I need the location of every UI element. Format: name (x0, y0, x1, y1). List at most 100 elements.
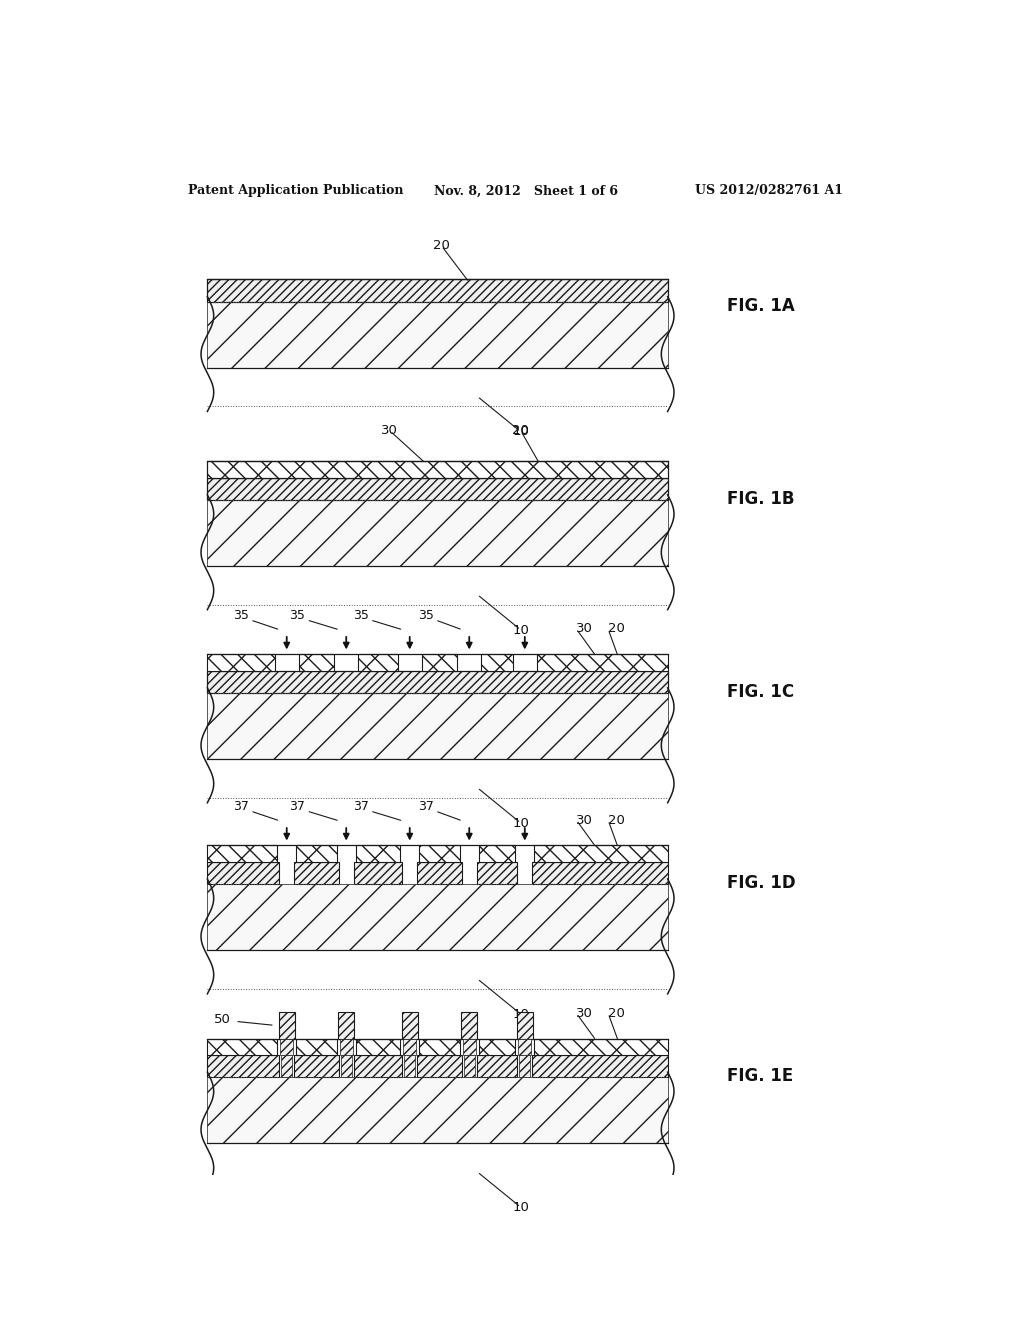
Bar (207, 500, 668, 566)
Bar (207, 302, 668, 368)
Bar (207, 862, 280, 884)
Bar (535, 846, 668, 862)
Bar (479, 1039, 515, 1055)
Text: FIG. 1B: FIG. 1B (727, 490, 795, 508)
Bar (207, 280, 668, 302)
Bar (419, 1039, 460, 1055)
Bar (479, 846, 515, 862)
Bar (422, 655, 458, 671)
Text: 37: 37 (352, 800, 369, 813)
Bar (461, 1012, 477, 1039)
Text: 37: 37 (232, 800, 249, 813)
Text: FIG. 1E: FIG. 1E (727, 1067, 794, 1085)
Bar (207, 566, 668, 605)
Text: 30: 30 (382, 424, 398, 437)
Bar (419, 846, 460, 862)
Bar (419, 846, 460, 862)
Text: 10: 10 (512, 425, 529, 438)
Text: 30: 30 (577, 813, 593, 826)
Bar (207, 655, 274, 671)
Text: 10: 10 (512, 623, 529, 636)
Bar (207, 884, 668, 950)
Text: 20: 20 (433, 239, 450, 252)
Bar (299, 655, 334, 671)
Bar (479, 1039, 515, 1055)
Bar (207, 500, 668, 566)
Text: 30: 30 (577, 1007, 593, 1019)
Bar (481, 655, 513, 671)
Bar (519, 1055, 530, 1077)
Bar (207, 884, 668, 950)
Text: 50: 50 (214, 1012, 230, 1026)
Text: 30: 30 (577, 623, 593, 635)
Bar (477, 862, 517, 884)
Text: FIG. 1C: FIG. 1C (727, 682, 795, 701)
Text: 10: 10 (512, 817, 529, 830)
Bar (279, 1012, 295, 1039)
Text: 35: 35 (232, 610, 249, 622)
Bar (418, 1055, 462, 1077)
Bar (207, 693, 668, 759)
Bar (207, 368, 668, 407)
Bar (532, 862, 668, 884)
Bar (207, 655, 274, 671)
Text: 37: 37 (289, 800, 305, 813)
Bar (338, 1012, 354, 1039)
Bar (294, 862, 339, 884)
Bar (355, 1039, 400, 1055)
Text: 35: 35 (352, 610, 369, 622)
Text: 20: 20 (512, 424, 529, 437)
Bar (354, 862, 402, 884)
Bar (358, 655, 397, 671)
Bar (403, 1039, 416, 1055)
Bar (296, 1039, 337, 1055)
Text: FIG. 1A: FIG. 1A (727, 297, 795, 314)
Bar (537, 655, 668, 671)
Bar (281, 1039, 293, 1055)
Bar (207, 671, 668, 693)
Bar (422, 655, 458, 671)
Bar (464, 1055, 475, 1077)
Text: Patent Application Publication: Patent Application Publication (187, 185, 403, 198)
Bar (404, 1055, 416, 1077)
Bar (207, 759, 668, 797)
Bar (296, 846, 337, 862)
Bar (207, 1143, 668, 1181)
Bar (207, 693, 668, 759)
Bar (282, 1055, 292, 1077)
Text: Nov. 8, 2012   Sheet 1 of 6: Nov. 8, 2012 Sheet 1 of 6 (433, 185, 617, 198)
Bar (535, 1039, 668, 1055)
Text: 20: 20 (608, 623, 625, 635)
Text: 20: 20 (608, 813, 625, 826)
Bar (532, 1055, 668, 1077)
Bar (299, 655, 334, 671)
Bar (517, 1012, 532, 1039)
Bar (355, 846, 400, 862)
Bar (207, 461, 668, 478)
Text: 10: 10 (512, 1007, 529, 1020)
Bar (207, 478, 668, 500)
Text: FIG. 1D: FIG. 1D (727, 874, 796, 892)
Bar (355, 1039, 400, 1055)
Bar (518, 1039, 531, 1055)
Bar (207, 302, 668, 368)
Bar (207, 1077, 668, 1143)
Bar (207, 950, 668, 989)
Bar (296, 1039, 337, 1055)
Bar (207, 846, 278, 862)
Bar (207, 1039, 278, 1055)
Bar (340, 1039, 352, 1055)
Text: 35: 35 (289, 610, 305, 622)
Bar (535, 1039, 668, 1055)
Bar (207, 1039, 278, 1055)
Text: 10: 10 (512, 1201, 529, 1214)
Bar (537, 655, 668, 671)
Bar (207, 1077, 668, 1143)
Bar (535, 846, 668, 862)
Bar (207, 461, 668, 478)
Text: 20: 20 (608, 1007, 625, 1019)
Bar (355, 846, 400, 862)
Bar (479, 846, 515, 862)
Text: 35: 35 (418, 610, 433, 622)
Bar (354, 1055, 402, 1077)
